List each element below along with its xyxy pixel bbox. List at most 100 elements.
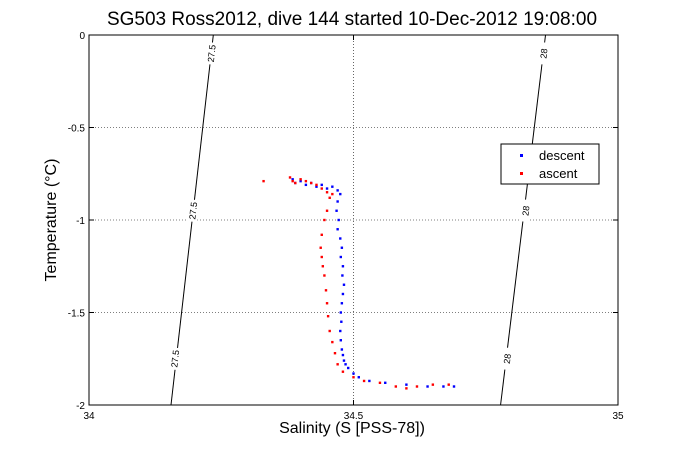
point-descent — [442, 385, 445, 388]
isopycnal-lines: 27.5 27.5 27.5 28 28 28 — [169, 34, 551, 406]
point-descent — [315, 185, 318, 188]
legend: descent ascent — [500, 143, 600, 185]
point-descent — [341, 292, 345, 296]
point-descent — [325, 187, 329, 190]
point-descent — [341, 353, 345, 357]
point-ascent — [333, 352, 337, 355]
point-ascent — [320, 233, 323, 236]
point-ascent — [323, 218, 326, 222]
isopycnal-label: 27.5 — [206, 44, 218, 63]
point-ascent — [331, 192, 334, 196]
isopycnal-label-bg — [169, 347, 182, 371]
point-descent — [336, 200, 339, 203]
point-descent — [339, 237, 342, 240]
point-descent — [341, 265, 345, 268]
point-ascent — [325, 209, 329, 212]
point-ascent — [315, 183, 318, 187]
legend-label-descent: descent — [539, 148, 585, 163]
point-ascent — [447, 383, 450, 386]
point-descent — [340, 348, 344, 351]
point-descent — [352, 372, 355, 375]
point-descent — [344, 363, 347, 366]
point-descent — [291, 178, 294, 181]
point-descent — [337, 218, 340, 222]
axis-ticks: 34 34.5 35 0 -0.5 -1 -1.5 -2 — [68, 31, 624, 422]
point-descent — [336, 228, 339, 231]
point-descent — [342, 283, 346, 286]
point-descent — [405, 383, 408, 386]
legend-box — [500, 143, 600, 185]
isopycnal-label-bg — [205, 42, 218, 65]
point-descent — [341, 274, 344, 277]
isopycnal-label: 27.5 — [187, 201, 199, 220]
x-tick-label: 35 — [612, 411, 624, 422]
point-ascent — [405, 387, 408, 390]
legend-marker-descent — [520, 154, 523, 157]
point-descent — [342, 359, 346, 362]
point-descent — [336, 189, 339, 192]
point-ascent — [288, 176, 292, 179]
point-descent — [384, 381, 387, 384]
point-descent — [340, 246, 344, 249]
isopycnal-label-bg — [186, 199, 200, 223]
grid-lines — [89, 35, 618, 405]
y-tick-label: -1.5 — [68, 309, 86, 320]
point-ascent — [362, 379, 366, 383]
point-ascent — [299, 178, 302, 181]
point-ascent — [331, 340, 334, 344]
point-descent — [299, 179, 302, 183]
point-ascent — [319, 246, 322, 249]
point-ascent — [323, 274, 326, 277]
isopycnal-label-bg — [537, 41, 551, 66]
point-ascent — [326, 315, 330, 318]
y-tick-label: -0.5 — [68, 124, 86, 135]
chart-title: SG503 Ross2012, dive 144 started 10-Dec-… — [107, 9, 597, 30]
point-ascent — [324, 289, 328, 292]
point-descent — [304, 183, 308, 187]
isopycnal-label-bg — [519, 199, 533, 223]
point-ascent — [320, 255, 323, 259]
point-ascent — [328, 196, 331, 199]
point-ascent — [341, 370, 345, 373]
point-descent — [335, 209, 338, 212]
point-descent — [339, 311, 343, 314]
point-ascent — [321, 265, 325, 268]
point-descent — [452, 385, 456, 388]
point-descent — [339, 192, 342, 196]
point-ascent — [415, 385, 419, 388]
y-axis-label: Temperature (°C) — [43, 159, 60, 282]
point-descent — [340, 320, 343, 323]
point-ascent — [262, 179, 265, 183]
point-ascent — [394, 385, 398, 388]
point-ascent — [291, 179, 294, 183]
isopycnal-label: 28 — [502, 353, 513, 364]
point-ascent — [309, 181, 313, 185]
isopycnal-label: 27.5 — [169, 349, 181, 368]
point-descent — [357, 376, 360, 379]
isopycnal-label-bg — [501, 347, 514, 371]
y-tick-label: 0 — [79, 31, 85, 42]
y-tick-label: -1 — [76, 216, 85, 227]
point-descent — [339, 339, 343, 342]
point-descent — [339, 329, 342, 333]
point-descent — [331, 185, 334, 188]
point-ascent — [328, 329, 331, 333]
point-descent — [368, 379, 371, 383]
y-tick-label: -2 — [76, 401, 85, 412]
x-axis-label: Salinity (S [PSS-78]) — [279, 420, 425, 437]
point-descent — [339, 255, 343, 259]
x-tick-label: 34 — [83, 411, 95, 422]
point-ascent — [378, 381, 382, 384]
isopycnal-label: 28 — [538, 48, 549, 59]
point-descent — [347, 366, 350, 370]
point-ascent — [294, 181, 297, 185]
point-ascent — [431, 383, 435, 386]
point-ascent — [325, 191, 329, 194]
point-ascent — [352, 376, 355, 379]
point-ascent — [304, 179, 308, 183]
legend-label-ascent: ascent — [539, 166, 578, 181]
x-tick-label: 34.5 — [344, 411, 364, 422]
point-descent — [340, 302, 344, 305]
